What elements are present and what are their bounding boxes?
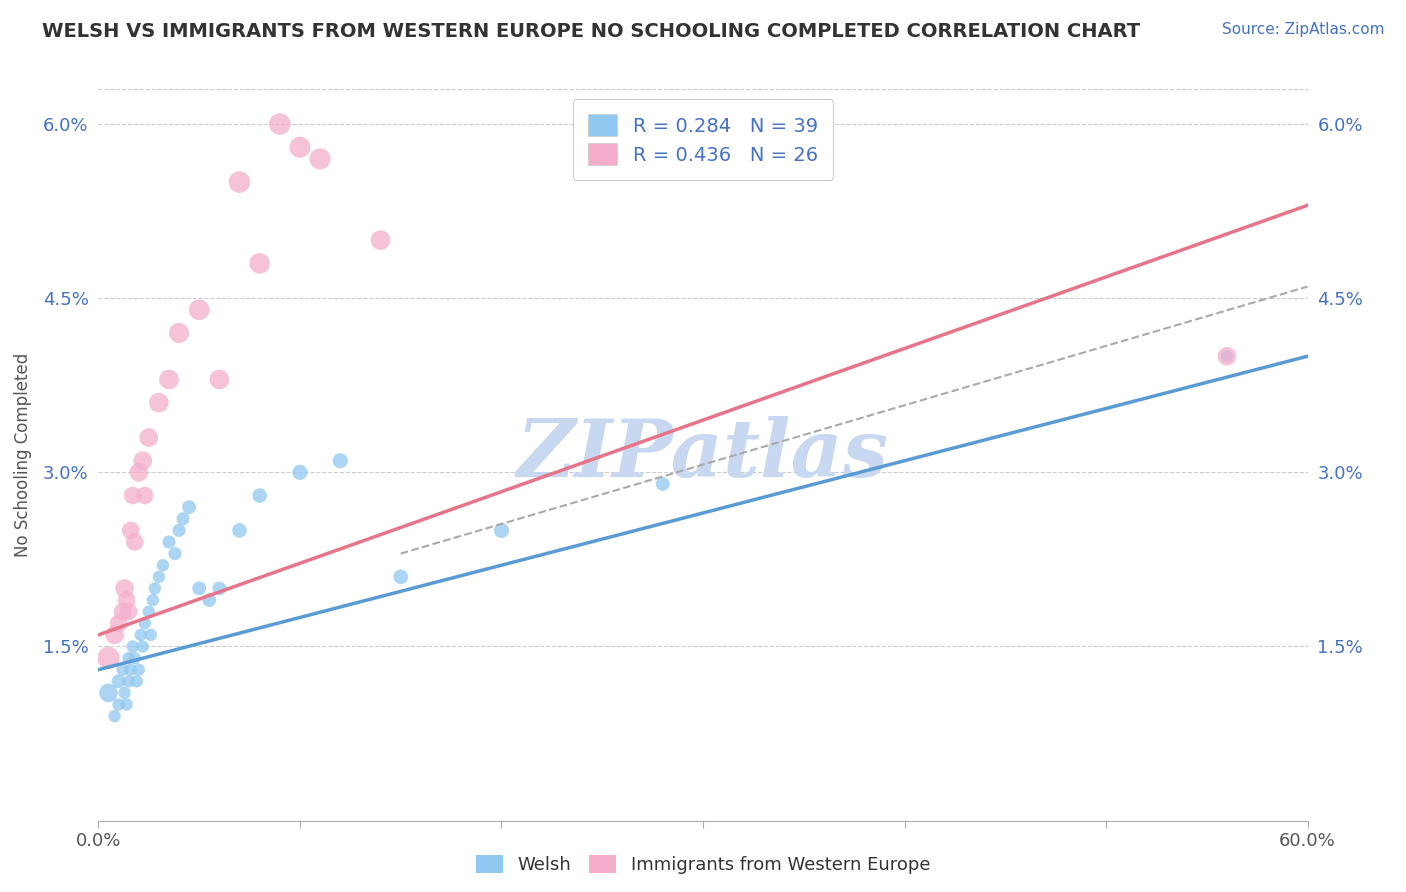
Point xyxy=(309,152,332,166)
Point xyxy=(157,535,180,549)
Point xyxy=(107,674,129,689)
Point xyxy=(118,605,141,619)
Point xyxy=(179,500,201,515)
Point xyxy=(115,593,138,607)
Point xyxy=(111,605,134,619)
Point xyxy=(228,175,250,189)
Point xyxy=(208,372,231,386)
Point xyxy=(1216,349,1239,363)
Y-axis label: No Schooling Completed: No Schooling Completed xyxy=(14,353,32,557)
Point xyxy=(115,698,138,712)
Point xyxy=(120,524,142,538)
Point xyxy=(269,117,291,131)
Point xyxy=(97,651,120,665)
Point xyxy=(121,640,143,654)
Point xyxy=(167,326,190,340)
Point xyxy=(107,698,129,712)
Point xyxy=(138,605,160,619)
Point xyxy=(172,512,194,526)
Text: Source: ZipAtlas.com: Source: ZipAtlas.com xyxy=(1222,22,1385,37)
Point xyxy=(120,663,142,677)
Point xyxy=(167,524,190,538)
Point xyxy=(188,582,211,596)
Point xyxy=(228,524,250,538)
Point xyxy=(111,663,134,677)
Point xyxy=(249,489,271,503)
Text: WELSH VS IMMIGRANTS FROM WESTERN EUROPE NO SCHOOLING COMPLETED CORRELATION CHART: WELSH VS IMMIGRANTS FROM WESTERN EUROPE … xyxy=(42,22,1140,41)
Point xyxy=(1216,349,1239,363)
Point xyxy=(329,454,352,468)
Point xyxy=(157,372,180,386)
Point xyxy=(118,674,141,689)
Point xyxy=(249,256,271,270)
Point xyxy=(651,477,673,491)
Point xyxy=(139,628,162,642)
Point xyxy=(107,616,129,631)
Point xyxy=(148,570,170,584)
Point xyxy=(370,233,392,247)
Point xyxy=(125,674,148,689)
Point xyxy=(103,628,125,642)
Point xyxy=(114,686,136,700)
Point xyxy=(188,302,211,317)
Point xyxy=(118,651,141,665)
Point xyxy=(152,558,174,573)
Point xyxy=(132,640,155,654)
Text: ZIPatlas: ZIPatlas xyxy=(517,417,889,493)
Legend: R = 0.284   N = 39, R = 0.436   N = 26: R = 0.284 N = 39, R = 0.436 N = 26 xyxy=(572,99,834,180)
Point xyxy=(389,570,412,584)
Point xyxy=(491,524,513,538)
Point xyxy=(163,547,186,561)
Point xyxy=(128,663,150,677)
Point xyxy=(138,430,160,444)
Point xyxy=(132,454,155,468)
Point xyxy=(134,616,156,631)
Point xyxy=(121,489,143,503)
Point xyxy=(148,395,170,409)
Point xyxy=(97,686,120,700)
Point xyxy=(198,593,221,607)
Point xyxy=(124,535,146,549)
Point xyxy=(208,582,231,596)
Point xyxy=(143,582,166,596)
Point xyxy=(129,628,152,642)
Point xyxy=(134,489,156,503)
Point xyxy=(288,140,311,154)
Point xyxy=(128,466,150,480)
Point xyxy=(124,651,146,665)
Point xyxy=(103,709,125,723)
Point xyxy=(288,466,311,480)
Point xyxy=(142,593,165,607)
Point xyxy=(114,582,136,596)
Legend: Welsh, Immigrants from Western Europe: Welsh, Immigrants from Western Europe xyxy=(468,847,938,881)
